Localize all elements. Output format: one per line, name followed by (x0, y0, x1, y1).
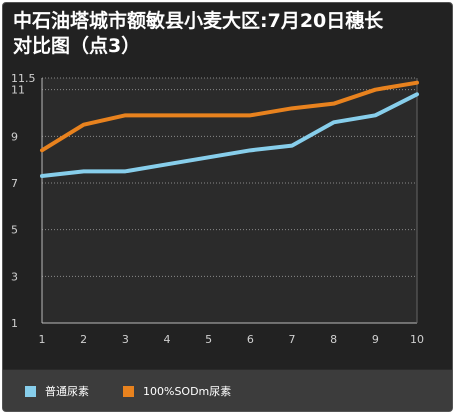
y-tick-label: 11.5 (11, 72, 36, 85)
x-tick-label: 10 (410, 333, 424, 346)
legend-swatch-series-2 (123, 385, 134, 397)
x-tick-label: 4 (164, 333, 171, 346)
legend-item-series-1: 普通尿素 (25, 383, 89, 399)
y-tick-label: 5 (11, 224, 18, 237)
y-tick-label: 3 (11, 270, 18, 283)
x-tick-label: 2 (80, 333, 87, 346)
x-tick-label: 6 (247, 333, 254, 346)
y-tick-label: 7 (11, 177, 18, 190)
x-tick-label: 7 (289, 333, 296, 346)
chart-title-line-2: 对比图（点3） (13, 35, 141, 57)
chart-container: 中石油塔城市额敏县小麦大区:7月20日穗长 对比图（点3） 1 3 5 7 9 11 11.… (2, 2, 453, 412)
x-tick-label: 3 (122, 333, 129, 346)
series-line-2 (40, 80, 419, 153)
legend-label-series-2: 100%SODm尿素 (143, 385, 232, 398)
legend-item-series-2: 100%SODm尿素 (123, 383, 231, 399)
x-tick-label: 8 (330, 333, 337, 346)
x-tick-label: 5 (205, 333, 212, 346)
x-tick-label: 9 (372, 333, 379, 346)
series-line-1 (40, 92, 419, 178)
y-tick-label: 9 (11, 130, 18, 143)
y-tick-label: 11 (11, 84, 25, 97)
x-tick-label: 1 (39, 333, 46, 346)
legend-swatch-series-1 (25, 385, 36, 397)
chart-title: 中石油塔城市额敏县小麦大区:7月20日穗长 对比图（点3） (13, 9, 443, 59)
chart-title-line-1: 中石油塔城市额敏县小麦大区:7月20日穗长 (13, 10, 384, 32)
legend-label-series-1: 普通尿素 (45, 385, 89, 398)
y-tick-label: 1 (11, 317, 18, 330)
legend: 普通尿素 100%SODm尿素 (3, 369, 452, 411)
